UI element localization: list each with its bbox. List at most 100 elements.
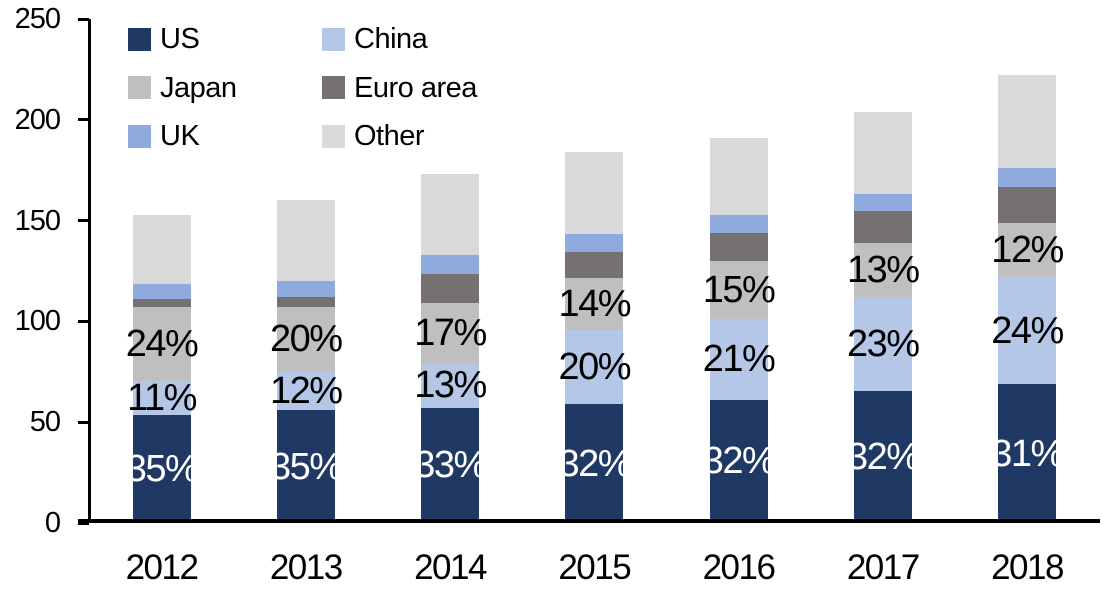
segment-percent-label-china-2017: 23% — [846, 323, 920, 366]
legend-swatch-euro-area — [322, 76, 345, 99]
y-axis-tick-label: 100 — [14, 305, 61, 338]
segment-percent-label-us-2015: 32% — [558, 442, 631, 485]
x-axis-label-2015: 2015 — [558, 548, 631, 587]
legend-label-japan: Japan — [160, 71, 237, 104]
bar-segment-japan-2017 — [853, 243, 912, 297]
segment-percent-label-us-2017: 32% — [846, 436, 920, 479]
bar-segment-china-2013 — [276, 371, 335, 411]
bar-segment-euro-area-2013 — [276, 296, 335, 307]
segment-percent-label-us-2018: 31% — [991, 432, 1064, 475]
segment-percent-label-japan-2018: 12% — [991, 229, 1064, 272]
segment-percent-label-us-2014: 33% — [414, 444, 487, 487]
segment-percent-label-japan-2015: 14% — [558, 283, 631, 326]
bar-segment-euro-area-2015 — [565, 252, 624, 279]
segment-percent-label-china-2012: 11% — [127, 377, 197, 419]
bar-segment-euro-area-2012 — [132, 298, 191, 308]
bar-segment-japan-2016 — [709, 261, 768, 319]
segment-percent-label-japan-2013: 20% — [269, 318, 343, 361]
bar-segment-china-2017 — [853, 296, 912, 392]
bar-segment-uk-2017 — [853, 194, 912, 211]
y-axis-tick-label: 0 — [44, 507, 61, 539]
bar-segment-china-2014 — [421, 362, 479, 408]
bar-segment-us-2018 — [998, 384, 1056, 523]
segment-percent-label-japan-2017: 13% — [846, 249, 920, 292]
bar-segment-china-2015 — [565, 330, 624, 405]
bar-segment-uk-2015 — [565, 233, 624, 253]
y-tick-200 — [78, 118, 89, 122]
legend-item-us: US — [128, 23, 200, 55]
legend-swatch-us — [128, 27, 151, 51]
y-tick-50 — [78, 420, 89, 424]
bar-segment-us-2012 — [132, 414, 191, 523]
bar-segment-us-2015 — [565, 404, 624, 523]
y-axis-line — [88, 19, 91, 523]
segment-percent-label-china-2013: 12% — [269, 369, 343, 412]
bar-segment-uk-2014 — [421, 255, 479, 275]
legend-item-other: Other — [322, 120, 425, 152]
bar-segment-japan-2013 — [276, 306, 335, 372]
y-tick-250 — [78, 17, 89, 21]
bar-segment-other-2014 — [421, 174, 479, 256]
segment-percent-label-us-2016: 32% — [702, 440, 776, 483]
x-axis-line — [78, 519, 1100, 523]
legend-item-japan: Japan — [128, 73, 237, 103]
bar-segment-japan-2014 — [421, 303, 479, 363]
legend-item-euro-area: Euro area — [322, 73, 477, 103]
bar-segment-us-2014 — [421, 407, 479, 523]
y-tick-150 — [78, 219, 89, 223]
bar-segment-us-2017 — [853, 391, 912, 523]
y-tick-0 — [78, 521, 89, 525]
segment-percent-label-us-2013: 35% — [269, 445, 343, 488]
bar-segment-us-2016 — [709, 399, 768, 523]
bar-segment-euro-area-2016 — [709, 232, 768, 262]
legend-item-uk: UK — [128, 120, 200, 152]
segment-percent-label-japan-2012: 24% — [125, 323, 199, 366]
segment-percent-label-japan-2014: 17% — [414, 311, 487, 354]
legend-label-euro-area: Euro area — [354, 71, 477, 104]
bar-segment-other-2015 — [565, 152, 624, 234]
legend-swatch-japan — [128, 76, 151, 99]
y-tick-100 — [78, 319, 89, 323]
bar-segment-other-2012 — [132, 214, 191, 284]
bar-segment-japan-2018 — [998, 223, 1056, 277]
bar-segment-other-2013 — [276, 200, 335, 281]
bar-segment-uk-2013 — [276, 280, 335, 297]
bar-segment-china-2016 — [709, 318, 768, 400]
segment-percent-label-china-2015: 20% — [558, 346, 631, 389]
y-axis-tick-label: 50 — [29, 406, 61, 439]
legend-swatch-china — [322, 27, 345, 51]
y-axis-tick-label: 200 — [14, 103, 61, 136]
y-axis-tick-label: 150 — [14, 204, 61, 237]
y-axis-tick-label: 250 — [14, 3, 61, 35]
bar-segment-other-2017 — [853, 111, 912, 195]
x-axis-label-2016: 2016 — [702, 548, 776, 587]
x-axis-label-2013: 2013 — [269, 548, 343, 587]
legend-item-china: China — [322, 23, 428, 55]
legend-label-china: China — [354, 23, 428, 55]
legend-label-other: Other — [354, 120, 425, 152]
bar-segment-euro-area-2014 — [421, 274, 479, 304]
bar-segment-other-2016 — [709, 137, 768, 216]
bar-segment-china-2012 — [132, 381, 191, 415]
segment-percent-label-china-2018: 24% — [991, 309, 1064, 352]
segment-percent-label-china-2016: 21% — [702, 338, 776, 381]
bar-segment-uk-2012 — [132, 283, 191, 299]
segment-percent-label-us-2012: 35% — [125, 447, 199, 490]
bar-segment-other-2018 — [998, 75, 1056, 168]
x-axis-label-2018: 2018 — [991, 548, 1064, 587]
legend-label-us: US — [160, 23, 200, 55]
bar-segment-japan-2015 — [565, 278, 624, 331]
x-axis-label-2017: 2017 — [846, 548, 920, 587]
legend-swatch-other — [322, 124, 345, 148]
bar-segment-euro-area-2017 — [853, 210, 912, 244]
x-axis-label-2014: 2014 — [414, 548, 487, 587]
bar-segment-us-2013 — [276, 410, 335, 523]
segment-percent-label-japan-2016: 15% — [702, 269, 776, 312]
x-axis-label-2012: 2012 — [125, 548, 199, 587]
bar-segment-china-2018 — [998, 276, 1056, 385]
bar-segment-uk-2016 — [709, 215, 768, 233]
segment-percent-label-china-2014: 13% — [414, 364, 487, 407]
bar-segment-uk-2018 — [998, 167, 1056, 188]
legend-label-uk: UK — [160, 120, 200, 152]
